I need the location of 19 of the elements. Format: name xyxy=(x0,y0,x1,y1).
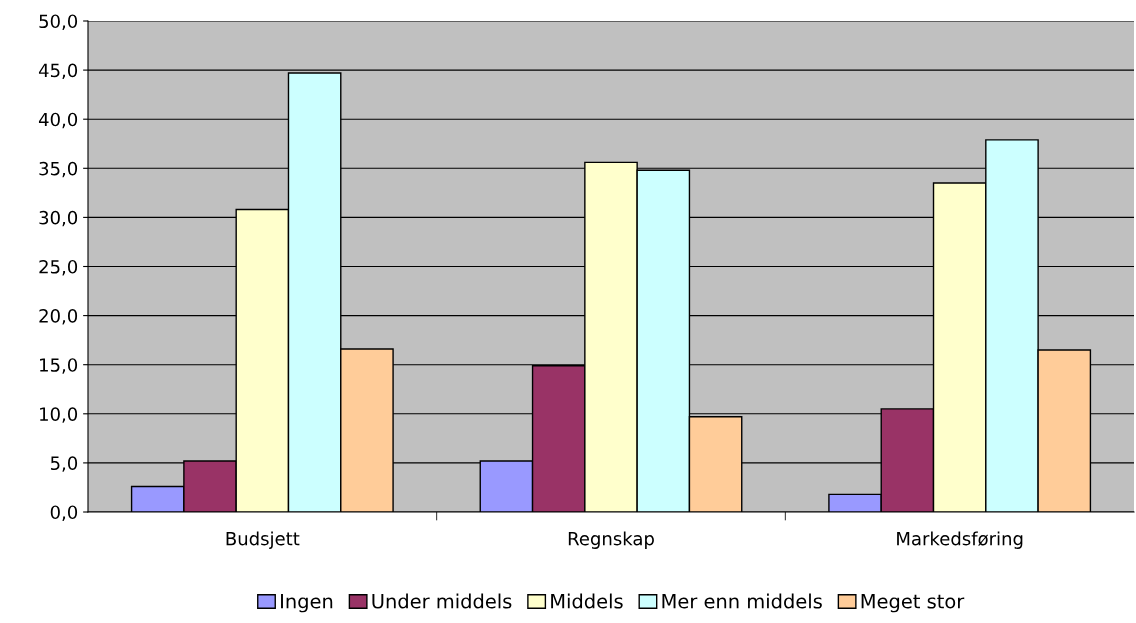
y-tick-label: 35,0 xyxy=(39,161,78,178)
legend-label: Meget stor xyxy=(861,594,965,613)
y-tick-label: 50,0 xyxy=(39,14,78,30)
y-tick-label: 45,0 xyxy=(38,63,78,80)
y-tick-label: 20,0 xyxy=(39,309,78,325)
y-tick-label: 40,0 xyxy=(38,112,78,129)
x-tick-label: Regnskap xyxy=(568,531,654,549)
x-tick-label: Markedsføring xyxy=(897,531,1023,549)
y-tick-label: 10,0 xyxy=(40,407,78,423)
legend-label: Mer enn middels xyxy=(662,593,822,609)
legend-label: Middels xyxy=(551,593,623,609)
x-tick-label: Budsjett xyxy=(226,531,300,549)
y-tick-label: 25,0 xyxy=(39,259,78,276)
y-tick-label: 15,0 xyxy=(40,358,78,374)
y-tick-label: 5,0 xyxy=(50,456,78,472)
y-tick-label: 0,0 xyxy=(50,505,78,521)
legend-label: Under middels xyxy=(372,593,512,609)
legend-label: Ingen xyxy=(281,594,333,613)
y-tick-label: 30,0 xyxy=(39,210,78,227)
